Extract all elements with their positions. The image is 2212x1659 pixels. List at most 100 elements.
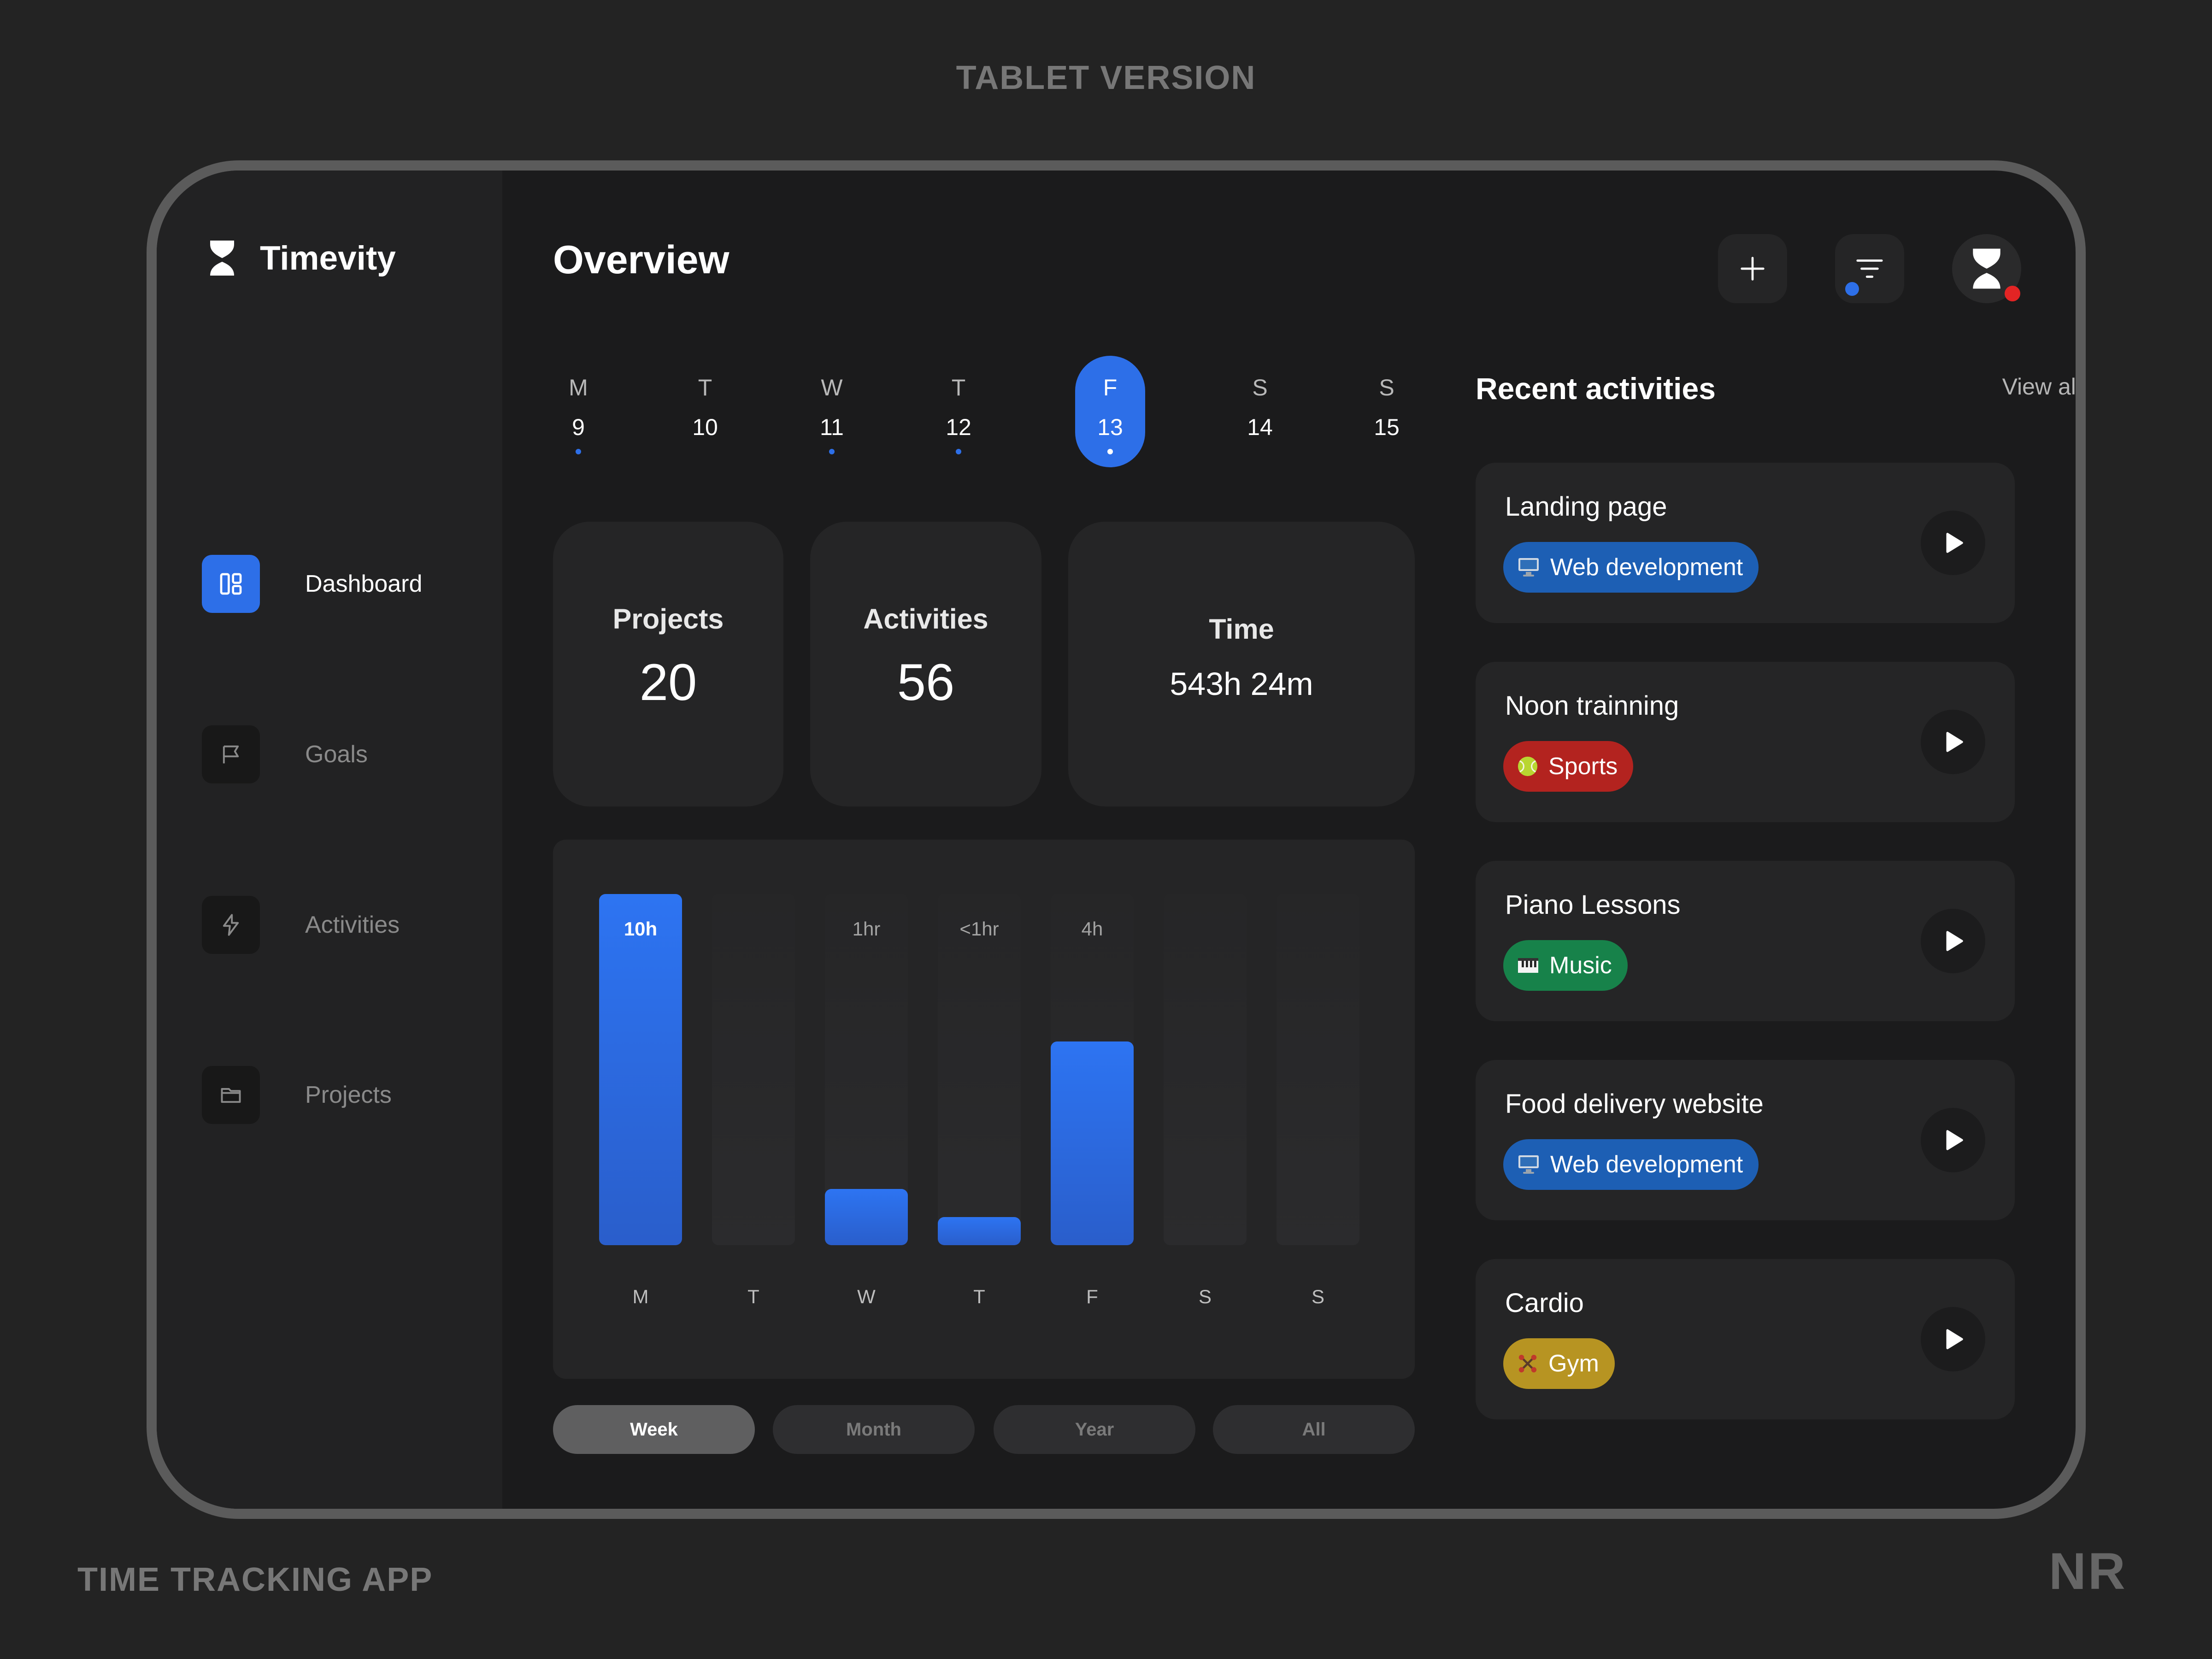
- stat-value: 543h 24m: [1170, 666, 1313, 702]
- chart-bar[interactable]: [938, 1217, 1021, 1245]
- folder-icon: [202, 1066, 260, 1124]
- chart-bar-track: [938, 894, 1021, 1245]
- avatar-button[interactable]: [1952, 234, 2021, 303]
- sidebar-item-label: Projects: [305, 1082, 392, 1108]
- sidebar-item-dashboard[interactable]: Dashboard: [202, 555, 422, 613]
- tennis-ball-icon: [1517, 756, 1538, 777]
- stat-title: Activities: [863, 603, 988, 635]
- day-name: T: [698, 375, 712, 400]
- play-icon: [1946, 931, 1963, 951]
- app-brand[interactable]: Timevity: [208, 239, 396, 277]
- activity-card[interactable]: Food delivery website Web development: [1476, 1060, 2015, 1220]
- filter-button[interactable]: [1835, 234, 1904, 303]
- day-date: 14: [1247, 414, 1273, 440]
- page-title: Overview: [553, 238, 729, 282]
- play-button[interactable]: [1921, 1108, 1985, 1172]
- activity-card[interactable]: Cardio Gym: [1476, 1259, 2015, 1419]
- plus-icon: [1741, 257, 1765, 281]
- chart-x-label: T: [747, 1286, 759, 1307]
- play-button[interactable]: [1921, 511, 1985, 575]
- chart-value-label: <1hr: [959, 918, 999, 940]
- sidebar-item-goals[interactable]: Goals: [202, 725, 368, 783]
- sidebar: Timevity Dashboard Goals: [157, 171, 502, 1509]
- recent-activities-title: Recent activities: [1476, 371, 1716, 406]
- stat-title: Time: [1209, 613, 1274, 645]
- sidebar-item-projects[interactable]: Projects: [202, 1066, 392, 1124]
- day-date: 15: [1374, 414, 1400, 440]
- day-name: S: [1252, 375, 1268, 400]
- chart-bar-track: [1277, 894, 1359, 1245]
- category-tag-label: Web development: [1550, 1151, 1743, 1178]
- lightning-icon: [202, 896, 260, 954]
- designer-brand-mark: NR: [2049, 1542, 2127, 1600]
- category-tag[interactable]: Music: [1503, 940, 1628, 991]
- day-name: W: [821, 375, 843, 400]
- play-button[interactable]: [1921, 909, 1985, 973]
- play-button[interactable]: [1921, 710, 1985, 774]
- chart-value-label: 4h: [1081, 918, 1103, 940]
- computer-icon: [1517, 557, 1540, 577]
- play-icon: [1946, 533, 1963, 553]
- chart-x-label: T: [973, 1286, 985, 1307]
- day-date: 10: [692, 414, 718, 440]
- chart-bar-track: [1164, 894, 1247, 1245]
- add-button[interactable]: [1718, 234, 1787, 303]
- day-name: F: [1103, 375, 1118, 400]
- activity-dot: [829, 449, 835, 454]
- period-week-button[interactable]: Week: [553, 1405, 755, 1454]
- period-month-button[interactable]: Month: [773, 1405, 975, 1454]
- tablet-frame: Timevity Dashboard Goals: [147, 160, 2086, 1519]
- day-name: S: [1379, 375, 1394, 400]
- category-tag[interactable]: Sports: [1503, 741, 1634, 792]
- activity-card[interactable]: Landing page Web development: [1476, 463, 2015, 623]
- category-tag-label: Sports: [1548, 753, 1618, 780]
- activity-title: Piano Lessons: [1505, 890, 1681, 920]
- activity-dot: [1107, 449, 1113, 454]
- activity-card[interactable]: Piano Lessons Music: [1476, 861, 2015, 1021]
- chart-bar[interactable]: [1051, 1041, 1134, 1245]
- stat-card-time[interactable]: Time 543h 24m: [1068, 522, 1415, 806]
- day-item[interactable]: S 15: [1352, 356, 1422, 467]
- activity-card[interactable]: Noon trainning Sports: [1476, 662, 2015, 822]
- day-item[interactable]: T 10: [670, 356, 740, 467]
- activity-dot: [576, 449, 581, 454]
- computer-icon: [1517, 1154, 1540, 1175]
- day-item[interactable]: M 9: [543, 356, 613, 467]
- day-item[interactable]: S 14: [1225, 356, 1295, 467]
- period-year-button[interactable]: Year: [994, 1405, 1195, 1454]
- chart-x-label: S: [1311, 1286, 1324, 1307]
- activity-title: Noon trainning: [1505, 691, 1679, 721]
- day-item[interactable]: W 11: [797, 356, 867, 467]
- day-date: 11: [820, 414, 844, 440]
- chart-bar-track: [825, 894, 908, 1245]
- hourglass-avatar-icon: [1973, 248, 2000, 289]
- tablet-version-caption: TABLET VERSION: [956, 59, 1256, 96]
- category-tag-label: Web development: [1550, 554, 1743, 581]
- sidebar-item-label: Goals: [305, 741, 368, 768]
- dumbbell-icon: [1517, 1353, 1538, 1374]
- chart-bar-track: [712, 894, 795, 1245]
- view-all-link[interactable]: View all: [2002, 374, 2081, 400]
- activity-dot: [956, 449, 961, 454]
- stat-title: Projects: [612, 603, 724, 635]
- chart-bar[interactable]: [599, 894, 682, 1245]
- stat-card-activities[interactable]: Activities 56: [810, 522, 1041, 806]
- activity-title: Cardio: [1505, 1288, 1584, 1318]
- time-tracking-app-caption: TIME TRACKING APP: [77, 1561, 433, 1598]
- stat-card-projects[interactable]: Projects 20: [553, 522, 783, 806]
- sidebar-item-activities[interactable]: Activities: [202, 896, 400, 954]
- category-tag[interactable]: Web development: [1503, 542, 1759, 593]
- period-all-button[interactable]: All: [1213, 1405, 1415, 1454]
- dashboard-icon: [202, 555, 260, 613]
- notification-dot: [2005, 286, 2020, 301]
- play-button[interactable]: [1921, 1307, 1985, 1371]
- day-item[interactable]: T 12: [924, 356, 994, 467]
- chart-bar[interactable]: [825, 1189, 908, 1245]
- filter-indicator-dot: [1845, 282, 1859, 296]
- day-date: 13: [1097, 414, 1123, 440]
- piano-icon: [1517, 956, 1539, 975]
- day-item-selected[interactable]: F 13: [1075, 356, 1145, 467]
- weekly-hours-chart: 10h M T 1hr W <1hr T 4h F S S: [553, 840, 1415, 1379]
- category-tag[interactable]: Gym: [1503, 1338, 1615, 1389]
- category-tag[interactable]: Web development: [1503, 1139, 1759, 1190]
